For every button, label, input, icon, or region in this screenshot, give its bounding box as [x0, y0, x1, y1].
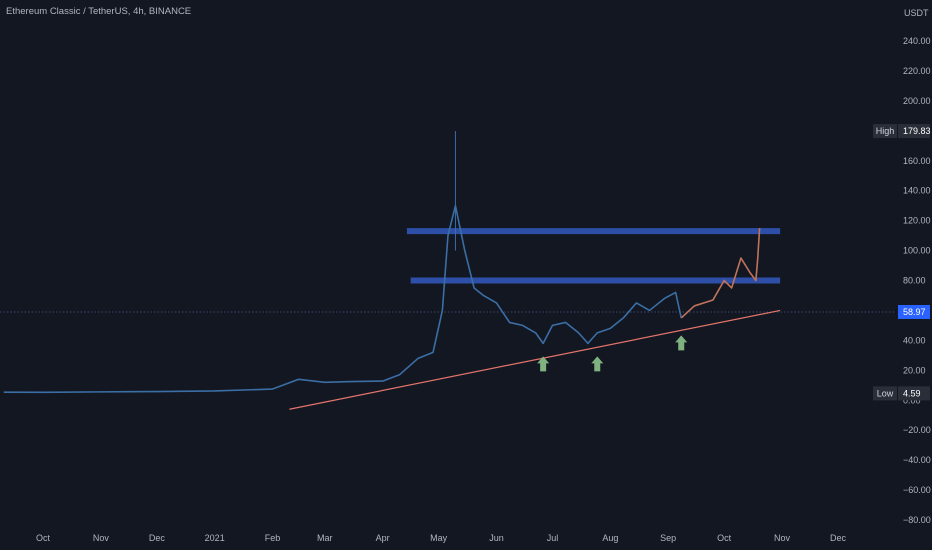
price-tag-label-box [873, 386, 897, 401]
price-tag-value: 179.83 [903, 126, 931, 136]
price-tags: High 179.83 58.97 Low 4.59 [873, 124, 931, 401]
x-axis: Oct Nov Dec 2021 Feb Mar Apr May Jun Jul Aug Sep Oct… [36, 533, 847, 543]
y-tick-label: −60.00 [903, 485, 931, 495]
y-axis: 240.00 220.00 200.00 160.00 140.00 120.00 100.… [903, 36, 931, 525]
y-tick-label: −20.00 [903, 425, 931, 435]
x-tick-label: Jun [489, 533, 504, 543]
price-tag-value: 58.97 [903, 307, 926, 317]
x-tick-label: Oct [36, 533, 51, 543]
price-tag-label: Low [877, 388, 894, 398]
x-tick-label: Dec [830, 533, 847, 543]
up-arrow-icon [591, 356, 604, 372]
price-tag-box [898, 386, 930, 401]
y-tick-label: −40.00 [903, 455, 931, 465]
y-tick-label: 100.00 [903, 246, 931, 256]
x-tick-label: Feb [265, 533, 281, 543]
support-trendline[interactable] [289, 309, 781, 410]
x-tick-label: Nov [774, 533, 791, 543]
price-line-segment [3, 204, 683, 394]
arrow-markers [537, 335, 688, 372]
x-tick-label: Mar [317, 533, 333, 543]
up-arrow-icon [537, 356, 550, 372]
y-tick-label: 80.00 [903, 276, 926, 286]
price-tag-label: High [876, 126, 895, 136]
price-tag-value: 4.59 [903, 388, 921, 398]
price-tag-box [898, 304, 930, 319]
x-tick-label: Jul [547, 533, 559, 543]
chart-title: Ethereum Classic / TetherUS, 4h, BINANCE [6, 6, 192, 17]
price-line-segment [680, 228, 761, 319]
price-series [3, 131, 761, 394]
y-tick-label: 40.00 [903, 335, 926, 345]
x-tick-label: Aug [602, 533, 618, 543]
currency-unit: USDT [904, 8, 929, 18]
y-tick-label: 200.00 [903, 96, 931, 106]
x-tick-label: May [430, 533, 448, 543]
price-tag-box [898, 124, 930, 139]
x-tick-label: Apr [376, 533, 390, 543]
x-tick-label: 2021 [205, 533, 225, 543]
y-tick-label: −80.00 [903, 515, 931, 525]
x-tick-label: Nov [93, 533, 110, 543]
price-tag-label-box [873, 124, 897, 139]
y-tick-label: 20.00 [903, 365, 926, 375]
y-tick-label: 240.00 [903, 36, 931, 46]
y-tick-label: 140.00 [903, 186, 931, 196]
x-tick-label: Sep [660, 533, 676, 543]
y-tick-label: 160.00 [903, 156, 931, 166]
y-tick-label: 120.00 [903, 216, 931, 226]
x-tick-label: Dec [149, 533, 166, 543]
x-tick-label: Oct [717, 533, 732, 543]
up-arrow-icon [675, 335, 688, 351]
y-tick-label: 220.00 [903, 66, 931, 76]
